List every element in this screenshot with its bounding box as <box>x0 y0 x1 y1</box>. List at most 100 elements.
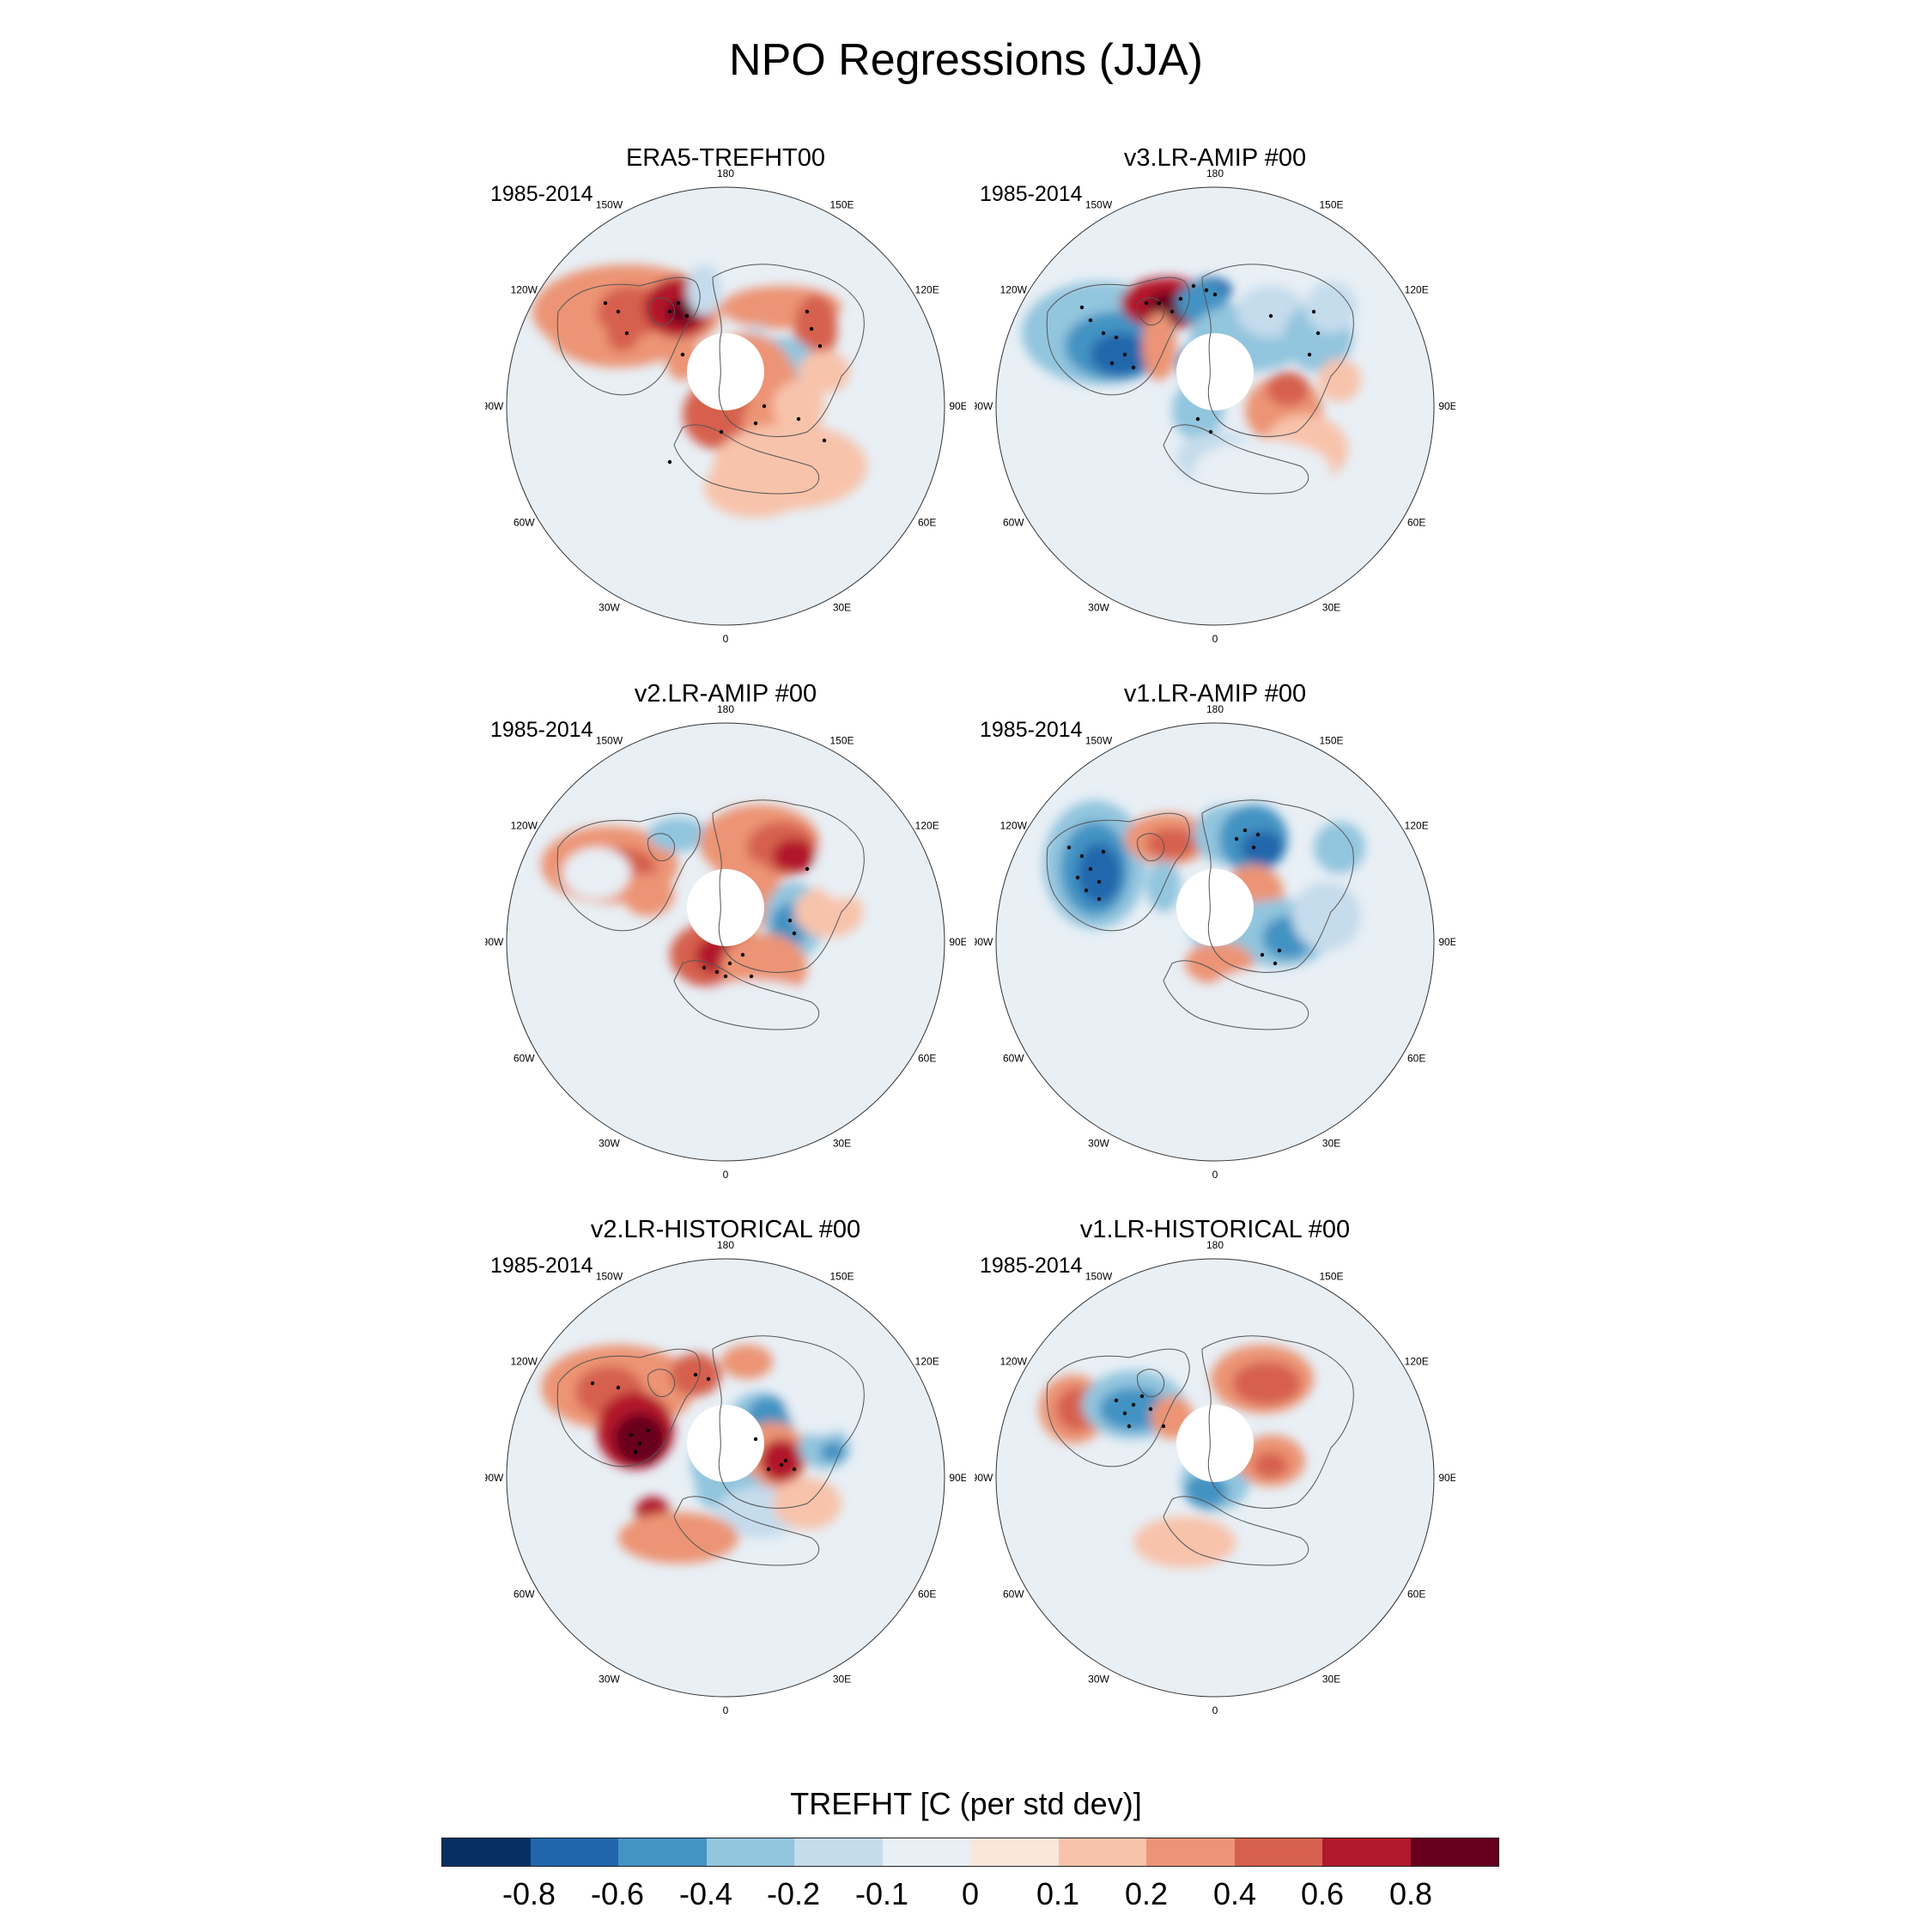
panel-period: 1985-2014 <box>980 1254 1083 1278</box>
significance-dot <box>822 438 827 443</box>
significance-dot <box>706 1376 711 1382</box>
coastline <box>556 276 701 396</box>
significance-dot <box>766 1467 771 1472</box>
longitude-label: 60W <box>1003 517 1024 529</box>
significance-dot <box>719 429 724 434</box>
anomaly-region <box>1194 440 1331 501</box>
anomaly-region <box>687 264 721 316</box>
significance-dot <box>805 309 810 314</box>
significance-dot <box>1208 429 1213 434</box>
map-field <box>996 1259 1434 1697</box>
colorbar-box <box>1322 1838 1411 1866</box>
panel-title: v1.LR-AMIP #00 <box>1123 680 1307 708</box>
anomaly-region <box>1254 1452 1288 1478</box>
colorbar-tick-label: 0.2 <box>1124 1876 1169 1911</box>
longitude-label: 150W <box>596 1270 623 1282</box>
colorbar-tick-label: -0.1 <box>854 1876 909 1911</box>
coastline <box>1201 1335 1354 1509</box>
longitude-label: 60E <box>918 1589 936 1601</box>
significance-dot <box>1170 309 1175 314</box>
panel-period: 1985-2014 <box>490 1254 593 1278</box>
coastline <box>712 264 865 437</box>
colorbar-tick-label: 0.6 <box>1300 1876 1345 1911</box>
significance-dot <box>1101 849 1106 854</box>
pole-mask <box>1176 869 1254 946</box>
longitude-label: 150E <box>1319 1270 1343 1282</box>
longitude-label: 180 <box>717 703 734 715</box>
figure-title: NPO Regressions (JJA) <box>729 35 1203 85</box>
significance-dot <box>796 416 801 422</box>
longitude-label: 60E <box>918 517 936 529</box>
significance-dot <box>1075 875 1080 880</box>
longitude-label: 150W <box>1085 198 1113 210</box>
longitude-label: 150E <box>1319 198 1343 210</box>
longitude-label: 0 <box>723 1704 729 1716</box>
colorbar-box <box>442 1838 531 1866</box>
coastline <box>1046 812 1190 932</box>
map-boundary <box>506 186 945 626</box>
significance-dot <box>1178 296 1183 301</box>
significance-dot <box>805 866 810 872</box>
anomaly-region <box>1202 968 1340 1036</box>
polar-map: 180 150E 120E 90E 60E 30E 0 30W 60W 90W 120W 150W <box>485 167 966 645</box>
longitude-label: 60W <box>513 1589 535 1601</box>
significance-dot <box>1255 832 1261 837</box>
anomaly-region <box>1091 333 1151 376</box>
anomaly-region <box>623 873 674 916</box>
significance-dot <box>1079 854 1084 859</box>
longitude-label: 30W <box>1088 1138 1109 1150</box>
pole-mask <box>1176 1405 1254 1482</box>
longitude-label: 180 <box>717 167 734 179</box>
significance-dot <box>783 1458 788 1463</box>
coastline <box>1046 276 1190 396</box>
map-field <box>507 1259 945 1697</box>
colorbar-tick-label: -0.4 <box>678 1876 733 1911</box>
longitude-label: 90W <box>975 1472 993 1484</box>
significance-dot <box>1157 301 1162 306</box>
longitude-label: 150E <box>829 1270 854 1282</box>
longitude-label: 180 <box>717 1239 734 1251</box>
longitude-label: 180 <box>1206 703 1224 715</box>
anomaly-region <box>1142 312 1176 380</box>
significance-dot <box>1114 1398 1119 1403</box>
significance-dot <box>624 331 629 336</box>
coastline <box>673 1496 820 1566</box>
anomaly-region <box>773 839 816 873</box>
significance-dot <box>646 1428 651 1433</box>
significance-dot <box>680 352 685 357</box>
panel-period: 1985-2014 <box>980 718 1083 742</box>
longitude-label: 90W <box>975 400 993 412</box>
longitude-label: 120E <box>915 1356 939 1368</box>
anomaly-region <box>1078 843 1121 903</box>
longitude-label: 150E <box>829 734 854 746</box>
longitude-label: 150W <box>1085 1270 1113 1282</box>
coastline <box>1201 799 1354 973</box>
significance-dot <box>1084 888 1089 893</box>
longitude-label: 150W <box>1085 734 1113 746</box>
colorbar-tick-label: -0.2 <box>766 1876 821 1911</box>
longitude-label: 120W <box>1000 1356 1028 1368</box>
anomaly-region <box>614 1413 665 1465</box>
map-field <box>996 187 1434 625</box>
colorbar-tick-label: 0 <box>961 1876 980 1911</box>
significance-dot <box>1114 335 1119 340</box>
significance-dot <box>792 931 797 936</box>
map-boundary <box>506 722 945 1162</box>
significance-dot <box>1122 352 1127 357</box>
longitude-label: 120E <box>915 284 939 296</box>
significance-dot <box>1097 879 1102 884</box>
panel-v3-amip: v3.LR-AMIP #00 1985-2014 180 150E 120E 90E 6… <box>975 144 1455 677</box>
significance-dot <box>1204 288 1209 293</box>
significance-dot <box>1311 309 1316 314</box>
coastline <box>1137 297 1165 326</box>
longitude-label: 60E <box>1407 1589 1425 1601</box>
colorbar-tick-label: 0.8 <box>1388 1876 1433 1911</box>
anomaly-region <box>1202 1504 1340 1572</box>
colorbar-title: TREFHT [C (per std dev)] <box>790 1786 1142 1821</box>
longitude-label: 90E <box>949 936 966 948</box>
longitude-label: 30E <box>1322 602 1340 614</box>
anomaly-region <box>786 1366 854 1435</box>
coastline <box>556 812 701 932</box>
anomaly-region <box>648 817 708 852</box>
anomaly-region <box>1305 282 1357 333</box>
